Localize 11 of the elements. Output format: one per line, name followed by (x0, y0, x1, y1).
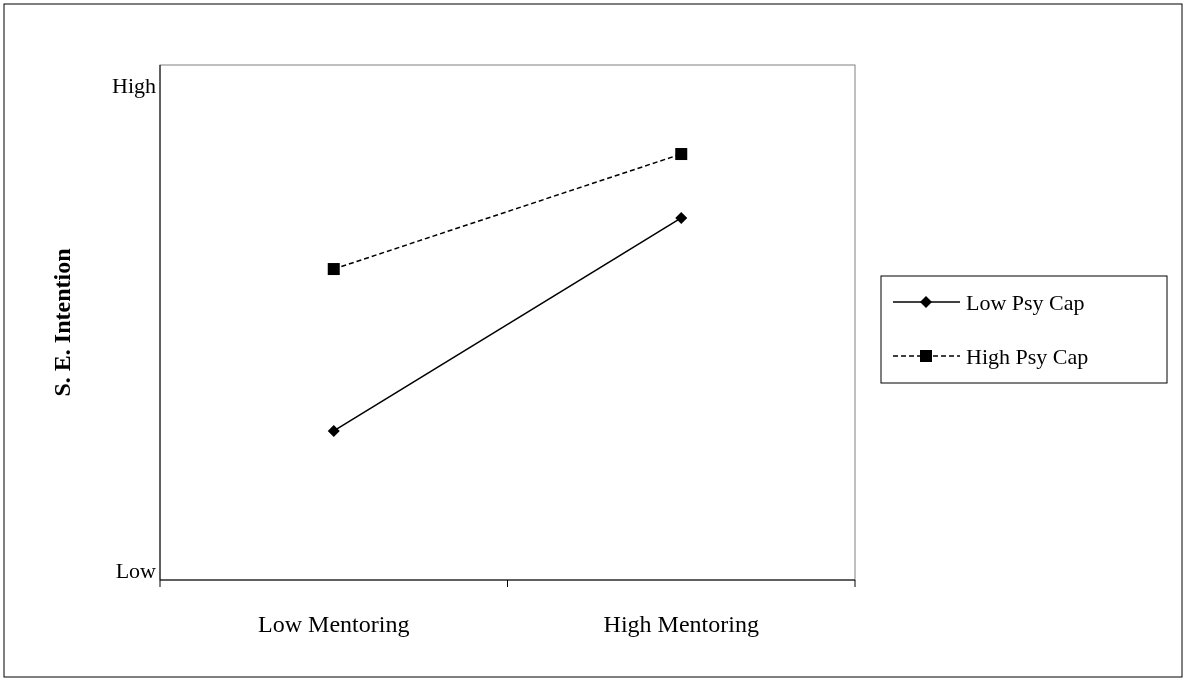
text: High (112, 73, 156, 98)
x-tick-label: Low Mentoring (258, 611, 410, 637)
point (675, 211, 688, 224)
text: Low (115, 558, 157, 583)
point (327, 424, 340, 437)
y-axis-title: S. E. Intention (49, 248, 75, 397)
point (327, 263, 340, 276)
x-tick-label: High Mentoring (603, 611, 759, 637)
legend-label: Low Psy Cap (966, 290, 1085, 315)
legend-label: High Psy Cap (966, 344, 1089, 369)
point (675, 148, 688, 161)
